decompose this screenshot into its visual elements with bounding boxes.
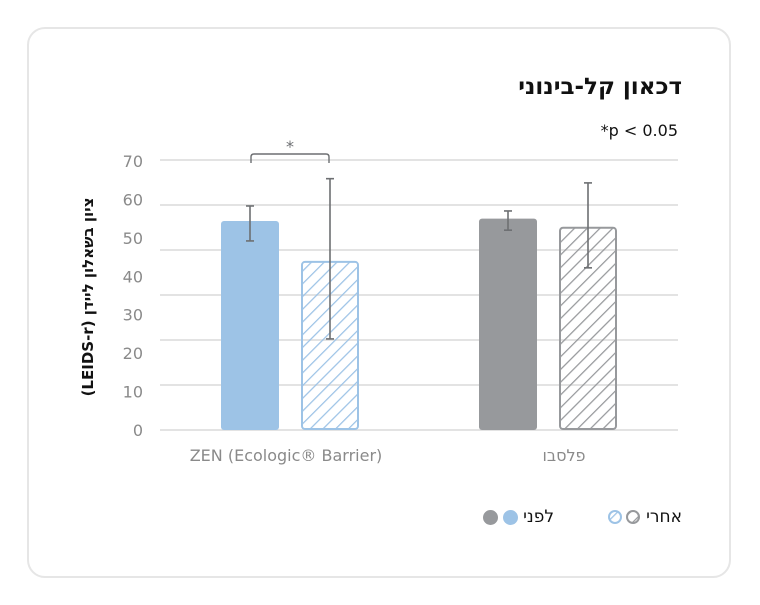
chart-card xyxy=(27,27,731,578)
hatched-dots-icon xyxy=(608,510,641,524)
gray-dot-icon xyxy=(483,509,499,525)
blue-dot-icon xyxy=(503,509,519,525)
y-tick-label: 50 xyxy=(123,229,143,248)
x-tick-label: פלסבו xyxy=(542,446,585,465)
y-tick-label: 20 xyxy=(123,344,143,363)
x-tick-label: ZEN (Ecologic® Barrier) xyxy=(190,446,383,465)
legend-label-before: לפני xyxy=(523,507,554,527)
y-tick-label: 0 xyxy=(133,421,143,440)
y-tick-label: 60 xyxy=(123,190,143,209)
chart-title: דכאון קל-בינוני xyxy=(518,74,682,100)
y-tick-label: 70 xyxy=(123,152,143,171)
legend-label-after: אחרי xyxy=(646,507,682,527)
y-tick-label: 30 xyxy=(123,306,143,325)
y-tick-label: 10 xyxy=(123,383,143,402)
legend-after: אחרי xyxy=(607,507,682,527)
significance-bracket xyxy=(250,153,330,163)
significance-marker: * xyxy=(286,137,294,156)
bar-לפני xyxy=(221,220,279,430)
significance-note: *p < 0.05 xyxy=(600,121,678,140)
y-tick-label: 40 xyxy=(123,267,143,286)
bar-לפני xyxy=(479,218,537,430)
legend-before: לפני xyxy=(483,507,554,527)
